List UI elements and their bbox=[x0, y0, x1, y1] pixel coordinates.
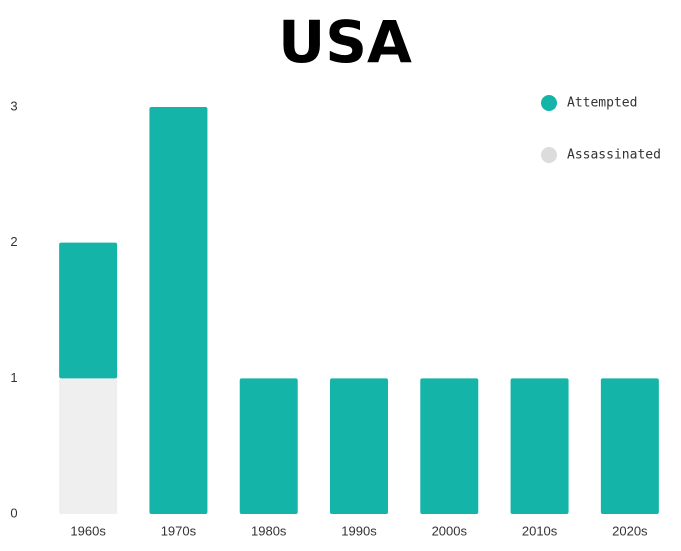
y-tick-label: 0 bbox=[10, 505, 17, 520]
legend-marker bbox=[541, 95, 557, 111]
x-tick-label: 2010s bbox=[522, 523, 558, 538]
y-tick-label: 3 bbox=[10, 98, 17, 113]
bar-segment bbox=[330, 378, 388, 514]
y-tick-label: 2 bbox=[10, 234, 17, 249]
bar-segment bbox=[149, 107, 208, 514]
x-tick-label: 1960s bbox=[70, 523, 106, 538]
bar-segment bbox=[420, 378, 479, 514]
x-tick-label: 1980s bbox=[251, 523, 287, 538]
legend-label: Assassinated bbox=[567, 148, 661, 163]
x-tick-label: 2020s bbox=[612, 523, 648, 538]
bar-segment bbox=[59, 242, 118, 379]
legend-marker bbox=[541, 147, 557, 163]
x-tick-label: 1970s bbox=[161, 523, 197, 538]
bar-segment bbox=[510, 378, 569, 514]
bar-segment bbox=[600, 378, 659, 514]
bar-segment bbox=[239, 378, 298, 514]
bar-segment bbox=[59, 378, 118, 514]
x-tick-label: 1990s bbox=[341, 523, 377, 538]
chart-title: USA bbox=[278, 8, 412, 76]
x-tick-label: 2000s bbox=[432, 523, 468, 538]
legend-label: Attempted bbox=[567, 96, 637, 111]
y-tick-label: 1 bbox=[10, 370, 17, 385]
